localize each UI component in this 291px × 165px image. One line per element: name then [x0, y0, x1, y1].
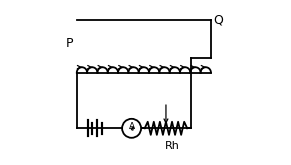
Text: Q: Q: [213, 13, 223, 26]
Text: Rh: Rh: [165, 141, 180, 151]
Text: P: P: [66, 37, 73, 50]
Text: A: A: [129, 122, 135, 131]
Circle shape: [122, 119, 141, 138]
